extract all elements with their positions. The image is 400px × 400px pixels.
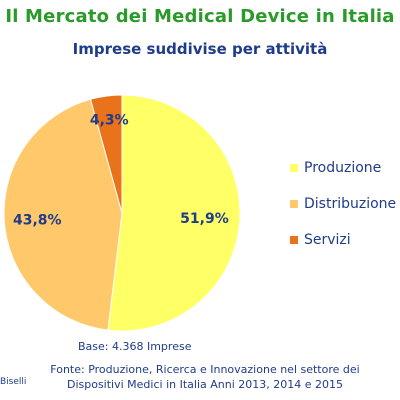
data-label-distribuzione: 43,8%	[13, 212, 62, 228]
legend-swatch-distribuzione	[290, 200, 298, 208]
legend-swatch-servizi	[290, 236, 298, 244]
data-label-servizi: 4,3%	[90, 112, 129, 128]
legend-label-produzione: Produzione	[304, 160, 382, 176]
author-label: Biselli	[0, 377, 27, 387]
source-note: Fonte: Produzione, Ricerca e Innovazione…	[40, 362, 370, 392]
pie-slice-produzione	[107, 94, 241, 332]
page-title: Il Mercato dei Medical Device in Italia	[5, 6, 395, 27]
legend-label-distribuzione: Distribuzione	[304, 196, 397, 212]
pie-slice-distribuzione	[3, 98, 123, 331]
legend-item-distribuzione: Distribuzione	[290, 186, 396, 222]
chart-legend: Produzione Distribuzione Servizi	[290, 150, 396, 258]
source-line-1: Fonte: Produzione, Ricerca e Innovazione…	[50, 363, 360, 376]
page-subtitle: Imprese suddivise per attività	[72, 40, 328, 58]
legend-swatch-produzione	[290, 164, 298, 172]
data-label-produzione: 51,9%	[180, 211, 229, 227]
legend-item-produzione: Produzione	[290, 150, 396, 186]
base-note: Base: 4.368 Imprese	[78, 340, 192, 353]
legend-item-servizi: Servizi	[290, 222, 396, 258]
pie-slice-servizi	[89, 94, 123, 214]
legend-label-servizi: Servizi	[304, 232, 351, 248]
source-line-2: Dispositivi Medici in Italia Anni 2013, …	[66, 378, 343, 391]
